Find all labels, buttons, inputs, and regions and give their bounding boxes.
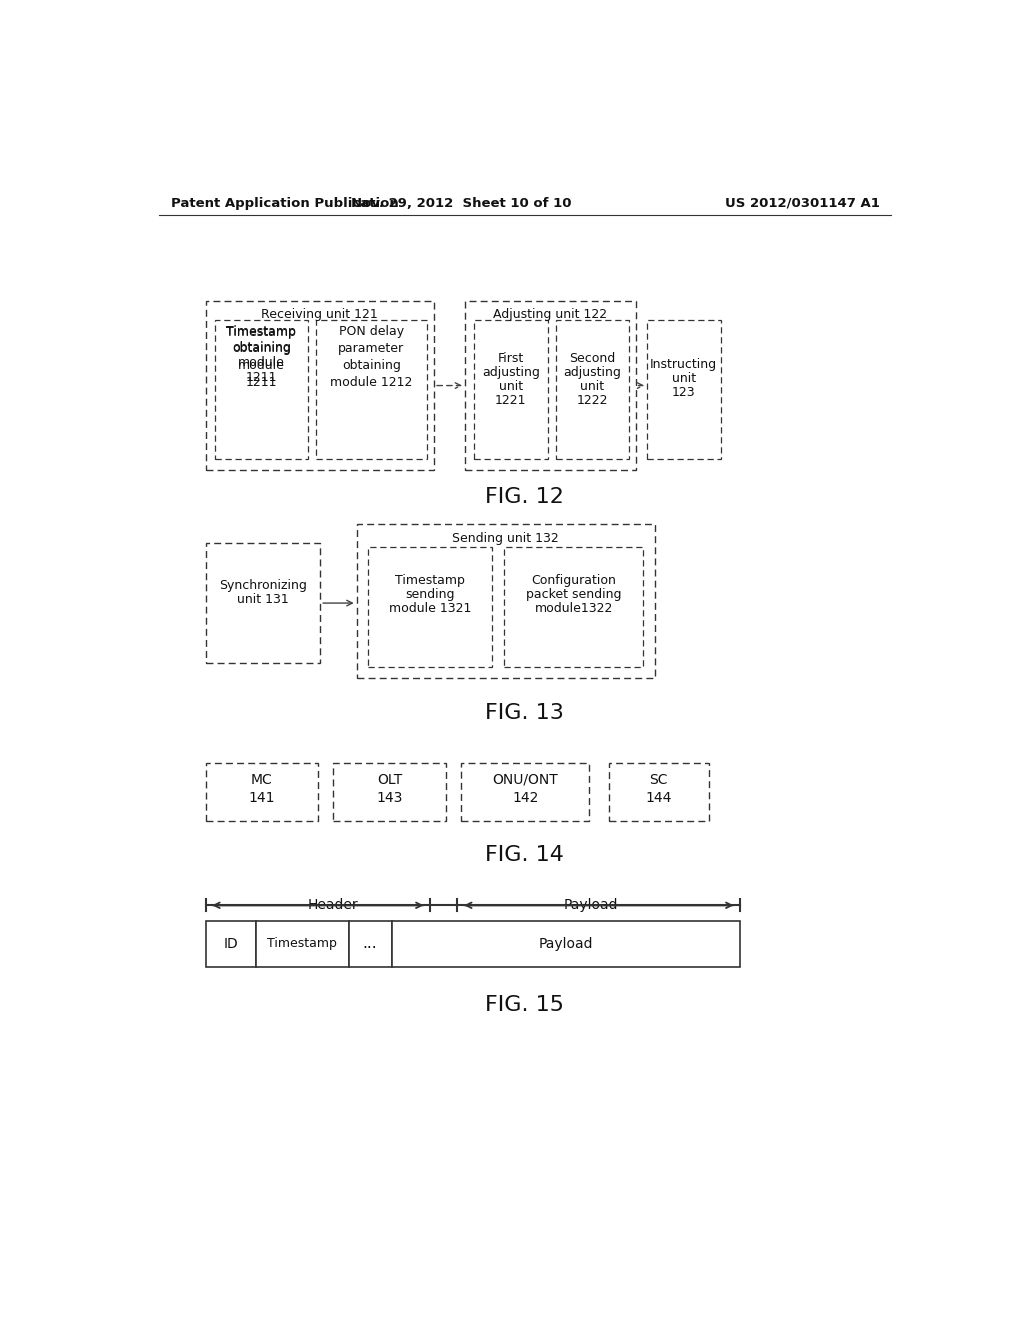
Text: Synchronizing: Synchronizing	[219, 579, 307, 593]
Text: ...: ...	[362, 936, 378, 952]
Text: Second: Second	[569, 352, 615, 366]
Text: 1221: 1221	[495, 393, 526, 407]
Bar	[369, 548, 493, 667]
Text: Receiving unit 121: Receiving unit 121	[261, 308, 378, 321]
Text: Instructing: Instructing	[650, 358, 717, 371]
Text: US 2012/0301147 A1: US 2012/0301147 A1	[725, 197, 880, 210]
Bar	[504, 548, 643, 667]
Bar	[206, 301, 434, 470]
Text: obtaining: obtaining	[231, 342, 291, 355]
Text: unit: unit	[581, 380, 604, 393]
Text: SC: SC	[649, 772, 668, 787]
Bar	[356, 524, 655, 678]
Text: OLT: OLT	[377, 772, 402, 787]
Text: unit: unit	[672, 372, 695, 385]
Text: parameter: parameter	[338, 342, 404, 355]
Text: Header: Header	[308, 898, 358, 912]
Text: Configuration: Configuration	[531, 574, 616, 587]
Bar	[391, 921, 740, 966]
Text: Timestamp: Timestamp	[267, 937, 337, 950]
Text: FIG. 14: FIG. 14	[485, 845, 564, 865]
Text: adjusting: adjusting	[482, 366, 540, 379]
Text: 144: 144	[646, 791, 672, 805]
Bar	[461, 763, 589, 821]
Bar	[334, 763, 445, 821]
Text: Timestamp: Timestamp	[395, 574, 465, 587]
Bar	[206, 763, 317, 821]
Text: Timestamp
obtaining
module
1211: Timestamp obtaining module 1211	[226, 326, 296, 384]
Bar	[256, 921, 349, 966]
Text: unit: unit	[499, 380, 523, 393]
Text: packet sending: packet sending	[526, 587, 622, 601]
Bar	[206, 921, 256, 966]
Text: FIG. 15: FIG. 15	[485, 995, 564, 1015]
Text: Adjusting unit 122: Adjusting unit 122	[494, 308, 607, 321]
Text: module 1321: module 1321	[389, 602, 471, 615]
Bar	[608, 763, 710, 821]
Text: 1222: 1222	[577, 393, 608, 407]
Text: obtaining: obtaining	[342, 359, 400, 372]
Bar	[349, 921, 391, 966]
Text: 123: 123	[672, 385, 695, 399]
Text: Timestamp: Timestamp	[226, 325, 296, 338]
Bar	[316, 321, 427, 459]
Bar	[647, 321, 721, 459]
Text: ONU/ONT: ONU/ONT	[493, 772, 558, 787]
Text: module1322: module1322	[535, 602, 612, 615]
Text: ID: ID	[223, 937, 238, 950]
Text: sending: sending	[406, 587, 455, 601]
Bar	[206, 544, 321, 663]
Text: module: module	[238, 359, 285, 372]
Bar	[215, 321, 308, 459]
Text: FIG. 12: FIG. 12	[485, 487, 564, 507]
Text: 143: 143	[377, 791, 402, 805]
Text: adjusting: adjusting	[563, 366, 622, 379]
Text: Sending unit 132: Sending unit 132	[453, 532, 559, 545]
Text: 141: 141	[249, 791, 274, 805]
Text: 142: 142	[512, 791, 539, 805]
Text: Payload: Payload	[539, 937, 593, 950]
Text: Nov. 29, 2012  Sheet 10 of 10: Nov. 29, 2012 Sheet 10 of 10	[351, 197, 571, 210]
Text: unit 131: unit 131	[237, 593, 289, 606]
Text: 1211: 1211	[246, 376, 278, 389]
Text: Patent Application Publication: Patent Application Publication	[171, 197, 398, 210]
Bar	[465, 301, 636, 470]
Text: PON delay: PON delay	[339, 325, 403, 338]
Text: MC: MC	[251, 772, 272, 787]
Text: First: First	[498, 352, 524, 366]
Text: module 1212: module 1212	[330, 376, 413, 389]
Bar	[474, 321, 548, 459]
Bar	[556, 321, 630, 459]
Text: Payload: Payload	[564, 898, 618, 912]
Text: FIG. 13: FIG. 13	[485, 702, 564, 723]
